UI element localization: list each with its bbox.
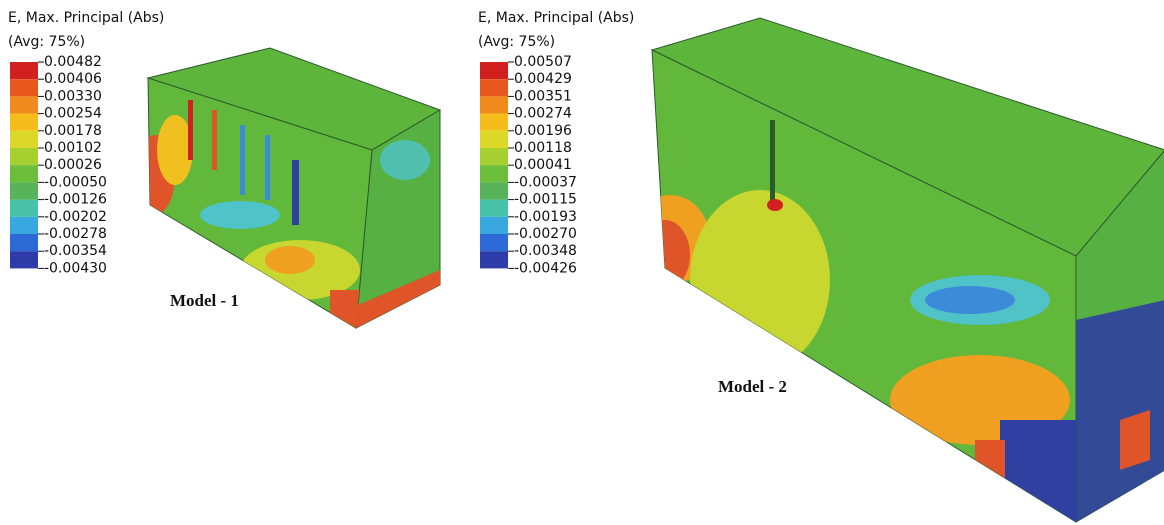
legend-swatch [480,114,508,131]
legend-subtitle: (Avg: 75%) [478,34,555,50]
legend-label: -0.00202 [44,209,107,225]
legend-label: -0.00050 [44,174,107,190]
legend-label: 0.00330 [44,88,102,104]
legend-swatch [10,182,38,199]
legend-label: 0.00429 [514,71,572,87]
legend-subtitle: (Avg: 75%) [8,34,85,50]
legend-swatch [480,182,508,199]
legend-label: -0.00270 [514,226,577,242]
model-2-block [630,18,1164,525]
legend-label: 0.00274 [514,106,572,122]
legend-swatch [480,234,508,251]
legend-swatch [10,79,38,96]
legend-label: 0.00406 [44,71,102,87]
legend-swatch [480,251,508,268]
legend-swatch [10,217,38,234]
legend-label: -0.00426 [514,260,577,276]
legend-label: -0.00193 [514,209,577,225]
legend-label: -0.00278 [44,226,107,242]
legend-swatch [10,251,38,268]
legend-swatch [480,148,508,165]
legend-title: E, Max. Principal (Abs) [478,10,634,26]
model-caption: Model - 1 [170,291,239,310]
legend-label: -0.00126 [44,192,107,208]
legend-label: 0.00351 [514,88,572,104]
legend-swatch [10,62,38,79]
legend-label: -0.00037 [514,174,577,190]
legend-label: 0.00178 [44,123,102,139]
legend-label: 0.00482 [44,54,102,70]
legend-swatch [480,131,508,148]
legend-label: 0.00254 [44,106,102,122]
legend-swatch [10,114,38,131]
legend-label: -0.00348 [514,243,577,259]
figure-canvas: Model - 1 Model - 2 E, Max. Principal (A… [0,0,1164,525]
legend-label: 0.00507 [514,54,572,70]
legend-swatch [480,200,508,217]
legend-label: -0.00115 [514,192,577,208]
legend-swatch [10,234,38,251]
legend-title: E, Max. Principal (Abs) [8,10,164,26]
legend-swatch [10,96,38,113]
legend-swatch [10,165,38,182]
legend-swatch [10,131,38,148]
legend-swatch [480,165,508,182]
legend-swatch [480,79,508,96]
legend-swatch [480,217,508,234]
legend-label: 0.00102 [44,140,102,156]
legend-label: -0.00354 [44,243,107,259]
legend-label: 0.00196 [514,123,572,139]
figure: Model - 1 Model - 2 E, Max. Principal (A… [0,0,1164,525]
legend-label: 0.00041 [514,157,572,173]
legend-swatch [480,96,508,113]
legend-label: -0.00430 [44,260,107,276]
legend-label: 0.00026 [44,157,102,173]
model-1-block [135,48,440,330]
legend-swatch [10,148,38,165]
legend-swatch [10,200,38,217]
legend-swatch [480,62,508,79]
legend-label: 0.00118 [514,140,572,156]
model-caption: Model - 2 [718,377,787,396]
